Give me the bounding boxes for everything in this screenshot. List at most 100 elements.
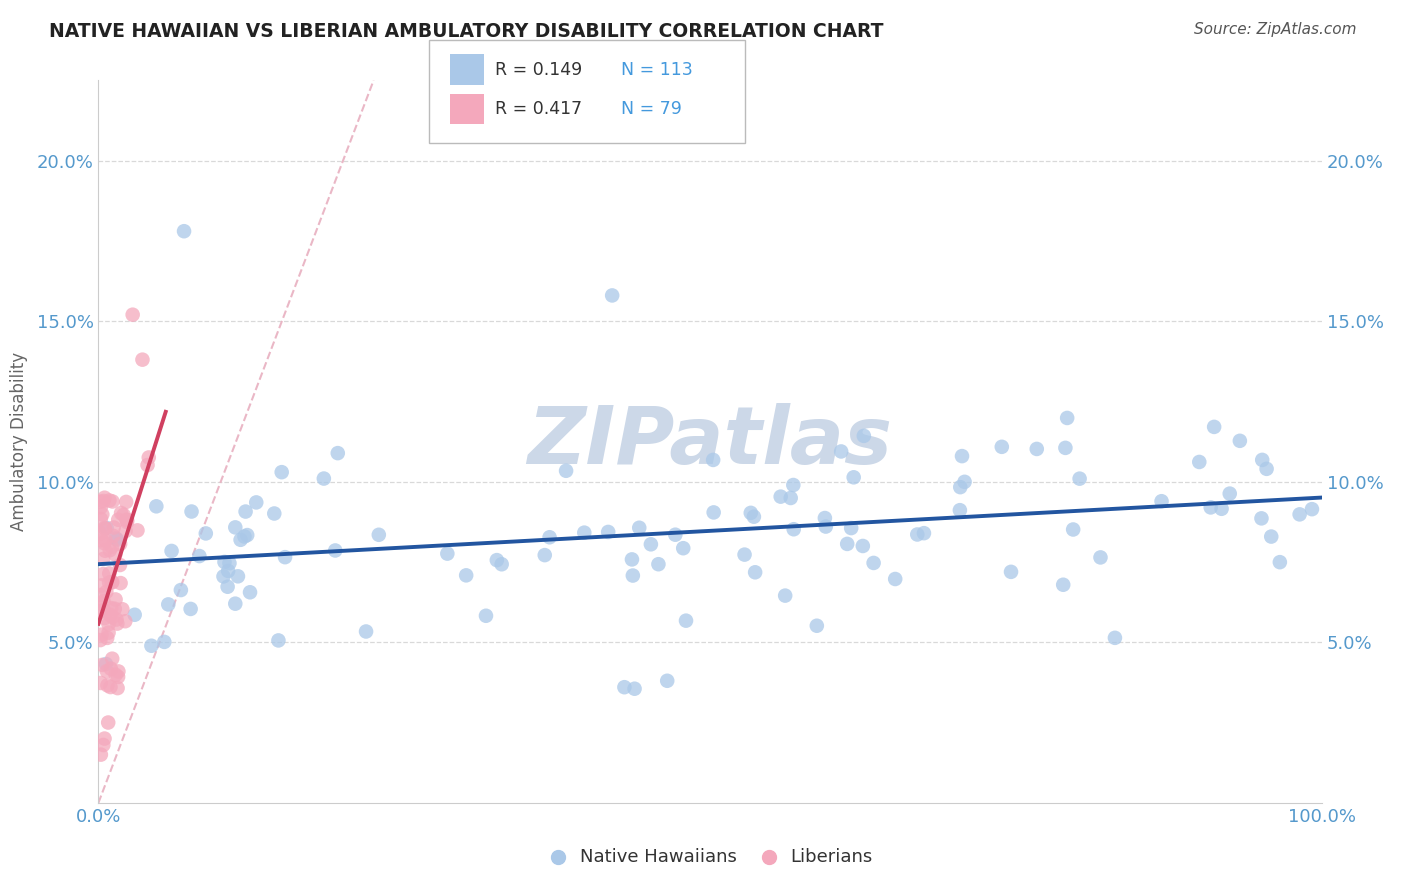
Point bbox=[100, 680, 122, 694]
Point bbox=[138, 450, 160, 465]
Point bbox=[93, 494, 115, 508]
Point bbox=[90, 578, 112, 592]
Point bbox=[108, 537, 131, 551]
Point bbox=[136, 458, 159, 472]
Point bbox=[1052, 578, 1074, 592]
Text: R = 0.417: R = 0.417 bbox=[495, 100, 582, 118]
Point bbox=[270, 465, 292, 479]
Point bbox=[1150, 494, 1173, 508]
Point bbox=[1301, 502, 1323, 516]
Point bbox=[1199, 500, 1222, 515]
Point bbox=[90, 588, 112, 602]
Point bbox=[1069, 472, 1091, 486]
Point bbox=[115, 515, 138, 529]
Point bbox=[98, 543, 121, 558]
Point bbox=[1219, 486, 1241, 500]
Point bbox=[224, 597, 246, 611]
Point bbox=[950, 449, 973, 463]
Point bbox=[91, 738, 114, 752]
Point bbox=[852, 429, 875, 443]
Point bbox=[141, 639, 163, 653]
Point bbox=[491, 558, 513, 572]
Point bbox=[101, 574, 124, 589]
Point bbox=[107, 670, 129, 684]
Point bbox=[104, 592, 127, 607]
Point bbox=[180, 602, 202, 616]
Point bbox=[160, 544, 183, 558]
Text: ZIPatlas: ZIPatlas bbox=[527, 402, 893, 481]
Point bbox=[991, 440, 1014, 454]
Point bbox=[274, 550, 297, 565]
Point bbox=[229, 533, 252, 547]
Point bbox=[98, 566, 121, 581]
Point bbox=[90, 512, 112, 526]
Text: N = 113: N = 113 bbox=[621, 61, 693, 78]
Point bbox=[94, 657, 117, 671]
Point bbox=[734, 548, 756, 562]
Point bbox=[779, 491, 801, 505]
Point bbox=[1188, 455, 1211, 469]
Point bbox=[782, 478, 804, 492]
Point bbox=[93, 491, 115, 505]
Point bbox=[97, 715, 120, 730]
Point bbox=[1204, 420, 1226, 434]
Point bbox=[839, 521, 862, 535]
Point bbox=[89, 526, 111, 541]
Point bbox=[224, 520, 246, 534]
Point bbox=[703, 505, 725, 519]
Point bbox=[107, 665, 129, 679]
Point bbox=[90, 597, 112, 611]
Point bbox=[194, 526, 217, 541]
Point bbox=[93, 603, 115, 617]
Point bbox=[773, 589, 796, 603]
Point bbox=[744, 566, 766, 580]
Point bbox=[621, 568, 644, 582]
Point bbox=[124, 607, 146, 622]
Point bbox=[89, 495, 111, 509]
Point bbox=[115, 513, 138, 527]
Point bbox=[245, 495, 267, 509]
Point bbox=[145, 500, 167, 514]
Point bbox=[103, 529, 125, 543]
Point bbox=[326, 446, 349, 460]
Point bbox=[153, 635, 176, 649]
Point bbox=[93, 521, 115, 535]
Point bbox=[110, 576, 132, 591]
Point bbox=[98, 575, 121, 590]
Point bbox=[574, 525, 596, 540]
Point bbox=[170, 582, 193, 597]
Point bbox=[98, 607, 121, 622]
Text: N = 79: N = 79 bbox=[621, 100, 682, 118]
Point bbox=[912, 526, 935, 541]
Point bbox=[783, 522, 806, 536]
Point bbox=[600, 288, 623, 302]
Point bbox=[1251, 453, 1274, 467]
Text: R = 0.149: R = 0.149 bbox=[495, 61, 582, 78]
Point bbox=[485, 553, 508, 567]
Point bbox=[173, 224, 195, 238]
Text: NATIVE HAWAIIAN VS LIBERIAN AMBULATORY DISABILITY CORRELATION CHART: NATIVE HAWAIIAN VS LIBERIAN AMBULATORY D… bbox=[49, 22, 884, 41]
Point bbox=[1229, 434, 1251, 448]
Point bbox=[1250, 511, 1272, 525]
Point bbox=[104, 668, 127, 682]
Point bbox=[436, 547, 458, 561]
Point bbox=[1054, 441, 1077, 455]
Point bbox=[953, 475, 976, 489]
Point bbox=[180, 504, 202, 518]
Point bbox=[1062, 523, 1084, 537]
Point bbox=[628, 521, 651, 535]
Point bbox=[108, 558, 131, 572]
Point bbox=[235, 505, 257, 519]
Point bbox=[598, 524, 620, 539]
Point bbox=[97, 617, 120, 632]
Point bbox=[533, 548, 555, 562]
Point bbox=[101, 540, 124, 554]
Point bbox=[456, 568, 478, 582]
Point bbox=[111, 602, 134, 616]
Point bbox=[613, 680, 636, 694]
Point bbox=[131, 352, 153, 367]
Point bbox=[93, 731, 115, 746]
Point bbox=[90, 533, 112, 548]
Point bbox=[101, 610, 124, 624]
Point bbox=[239, 585, 262, 599]
